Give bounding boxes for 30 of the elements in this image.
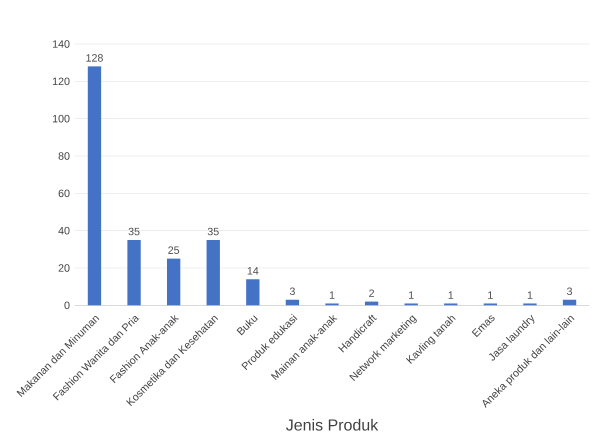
data-label: 2 bbox=[369, 289, 374, 297]
data-label: 1 bbox=[409, 291, 414, 299]
data-label: 128 bbox=[86, 54, 103, 62]
data-label: 3 bbox=[290, 287, 295, 296]
bar bbox=[286, 300, 300, 306]
bar bbox=[364, 302, 378, 306]
y-tick-label: 100 bbox=[52, 114, 70, 122]
bar bbox=[246, 279, 260, 306]
data-label: 35 bbox=[208, 228, 219, 236]
bar bbox=[88, 66, 102, 306]
y-tick-label: 20 bbox=[58, 264, 70, 272]
y-tick-label: 60 bbox=[58, 190, 70, 198]
y-tick-label: 40 bbox=[58, 226, 70, 234]
data-label: 35 bbox=[128, 228, 140, 236]
bar bbox=[206, 240, 220, 306]
x-axis-title: Jenis Produk bbox=[286, 418, 378, 431]
y-tick-label: 120 bbox=[52, 78, 70, 86]
data-label: 3 bbox=[566, 287, 572, 296]
data-label: 14 bbox=[248, 267, 258, 274]
bar bbox=[166, 258, 180, 306]
data-label: 1 bbox=[330, 291, 334, 299]
data-label: 1 bbox=[448, 291, 454, 299]
bar bbox=[127, 240, 141, 306]
y-tick-label: 140 bbox=[52, 40, 70, 48]
y-tick-label: 80 bbox=[58, 152, 70, 160]
y-tick-label: 0 bbox=[64, 302, 70, 310]
bar bbox=[562, 300, 576, 306]
data-label: 1 bbox=[488, 291, 493, 299]
data-label: 25 bbox=[168, 246, 180, 254]
data-label: 1 bbox=[528, 291, 532, 299]
